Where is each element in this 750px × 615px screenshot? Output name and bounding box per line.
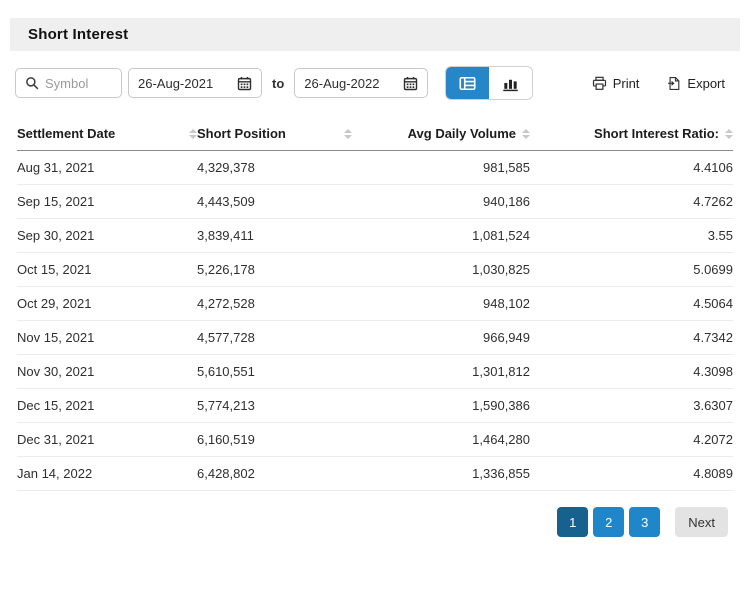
avg-daily-volume-cell: 1,030,825	[352, 252, 530, 287]
page-button-3[interactable]: 3	[629, 507, 661, 537]
short-interest-ratio-cell: 4.3098	[530, 354, 733, 389]
avg-daily-volume-cell: 966,949	[352, 320, 530, 355]
table-row: Dec 15, 2021 5,774,213 1,590,386 3.6307	[17, 388, 733, 423]
settlement-date-cell: Sep 15, 2021	[17, 184, 197, 219]
table-row: Jan 14, 2022 6,428,802 1,336,855 4.8089	[17, 456, 733, 491]
table-row: Dec 31, 2021 6,160,519 1,464,280 4.2072	[17, 422, 733, 457]
page-title: Short Interest	[28, 26, 129, 43]
settlement-date-cell: Oct 15, 2021	[17, 252, 197, 287]
short-position-cell: 4,443,509	[197, 184, 352, 219]
export-label: Export	[687, 75, 725, 91]
table-row: Nov 30, 2021 5,610,551 1,301,812 4.3098	[17, 354, 733, 389]
table-row: Sep 15, 2021 4,443,509 940,186 4.7262	[17, 184, 733, 219]
date-range-separator: to	[272, 75, 285, 91]
short-position-cell: 3,839,411	[197, 218, 352, 253]
settlement-date-cell: Jan 14, 2022	[17, 456, 197, 491]
table-row: Oct 15, 2021 5,226,178 1,030,825 5.0699	[17, 252, 733, 287]
page-button-2[interactable]: 2	[593, 507, 625, 537]
settlement-date-cell: Aug 31, 2021	[17, 150, 197, 185]
short-interest-table: Settlement Date Short Position Avg Daily…	[17, 112, 733, 491]
calendar-icon	[237, 76, 252, 90]
table-view-icon	[459, 76, 476, 90]
short-position-cell: 4,272,528	[197, 286, 352, 321]
export-button[interactable]: Export	[667, 76, 725, 91]
short-position-cell: 6,428,802	[197, 456, 352, 491]
short-position-cell: 5,610,551	[197, 354, 352, 389]
symbol-search-box[interactable]	[15, 68, 122, 98]
short-interest-widget: Short Interest 26-Aug-2021 to 26-Aug-202…	[10, 18, 740, 537]
avg-daily-volume-cell: 940,186	[352, 184, 530, 219]
table-row: Oct 29, 2021 4,272,528 948,102 4.5064	[17, 286, 733, 321]
printer-icon	[592, 76, 606, 90]
short-interest-ratio-cell: 4.4106	[530, 150, 733, 185]
table-row: Sep 30, 2021 3,839,411 1,081,524 3.55	[17, 218, 733, 253]
table-view-button[interactable]	[446, 67, 490, 99]
avg-daily-volume-cell: 1,464,280	[352, 422, 530, 457]
short-interest-ratio-cell: 3.55	[530, 218, 733, 253]
column-label: Short Interest Ratio:	[594, 126, 719, 141]
settlement-date-cell: Dec 15, 2021	[17, 388, 197, 423]
settlement-date-cell: Sep 30, 2021	[17, 218, 197, 253]
date-to-value: 26-Aug-2022	[304, 75, 380, 91]
date-from-value: 26-Aug-2021	[138, 75, 214, 91]
calendar-icon	[404, 76, 418, 90]
column-label: Avg Daily Volume	[407, 126, 516, 141]
symbol-search-input[interactable]	[45, 75, 112, 91]
avg-daily-volume-cell: 981,585	[352, 150, 530, 185]
column-label: Settlement Date	[17, 126, 116, 141]
sort-icon	[724, 128, 733, 139]
table-header-row: Settlement Date Short Position Avg Daily…	[17, 112, 733, 151]
column-header-settlement-date[interactable]: Settlement Date	[17, 112, 197, 151]
avg-daily-volume-cell: 1,081,524	[352, 218, 530, 253]
short-interest-ratio-cell: 4.7262	[530, 184, 733, 219]
column-header-avg-daily-volume[interactable]: Avg Daily Volume	[352, 112, 530, 151]
settlement-date-cell: Oct 29, 2021	[17, 286, 197, 321]
short-interest-ratio-cell: 5.0699	[530, 252, 733, 287]
short-position-cell: 6,160,519	[197, 422, 352, 457]
date-to-input[interactable]: 26-Aug-2022	[294, 68, 429, 98]
print-button[interactable]: Print	[592, 75, 640, 91]
next-page-button[interactable]: Next	[675, 507, 728, 537]
short-interest-ratio-cell: 4.5064	[530, 286, 733, 321]
avg-daily-volume-cell: 1,301,812	[352, 354, 530, 389]
view-toggle-group	[445, 66, 534, 100]
short-position-cell: 4,577,728	[197, 320, 352, 355]
widget-title-bar: Short Interest	[10, 18, 740, 51]
settlement-date-cell: Nov 30, 2021	[17, 354, 197, 389]
export-icon	[668, 76, 680, 90]
chart-view-button[interactable]	[489, 67, 533, 99]
avg-daily-volume-cell: 1,590,386	[352, 388, 530, 423]
toolbar: 26-Aug-2021 to 26-Aug-2022	[10, 51, 740, 112]
search-icon	[26, 77, 39, 90]
bar-chart-icon	[503, 79, 519, 91]
column-label: Short Position	[197, 126, 286, 141]
settlement-date-cell: Nov 15, 2021	[17, 320, 197, 355]
sort-icon	[521, 128, 530, 139]
short-interest-ratio-cell: 4.7342	[530, 320, 733, 355]
page-button-1[interactable]: 1	[557, 507, 589, 537]
short-interest-ratio-cell: 3.6307	[530, 388, 733, 423]
date-from-input[interactable]: 26-Aug-2021	[128, 68, 262, 98]
table-row: Nov 15, 2021 4,577,728 966,949 4.7342	[17, 320, 733, 355]
short-position-cell: 4,329,378	[197, 150, 352, 185]
short-interest-ratio-cell: 4.8089	[530, 456, 733, 491]
table-row: Aug 31, 2021 4,329,378 981,585 4.4106	[17, 150, 733, 185]
short-interest-ratio-cell: 4.2072	[530, 422, 733, 457]
avg-daily-volume-cell: 1,336,855	[352, 456, 530, 491]
avg-daily-volume-cell: 948,102	[352, 286, 530, 321]
sort-icon	[188, 128, 197, 139]
settlement-date-cell: Dec 31, 2021	[17, 422, 197, 457]
table-body: Aug 31, 2021 4,329,378 981,585 4.4106 Se…	[17, 150, 733, 491]
sort-icon	[343, 128, 352, 139]
column-header-short-position[interactable]: Short Position	[197, 112, 352, 151]
print-label: Print	[612, 75, 640, 91]
short-position-cell: 5,774,213	[197, 388, 352, 423]
column-header-short-interest-ratio[interactable]: Short Interest Ratio:	[530, 112, 733, 151]
short-position-cell: 5,226,178	[197, 252, 352, 287]
